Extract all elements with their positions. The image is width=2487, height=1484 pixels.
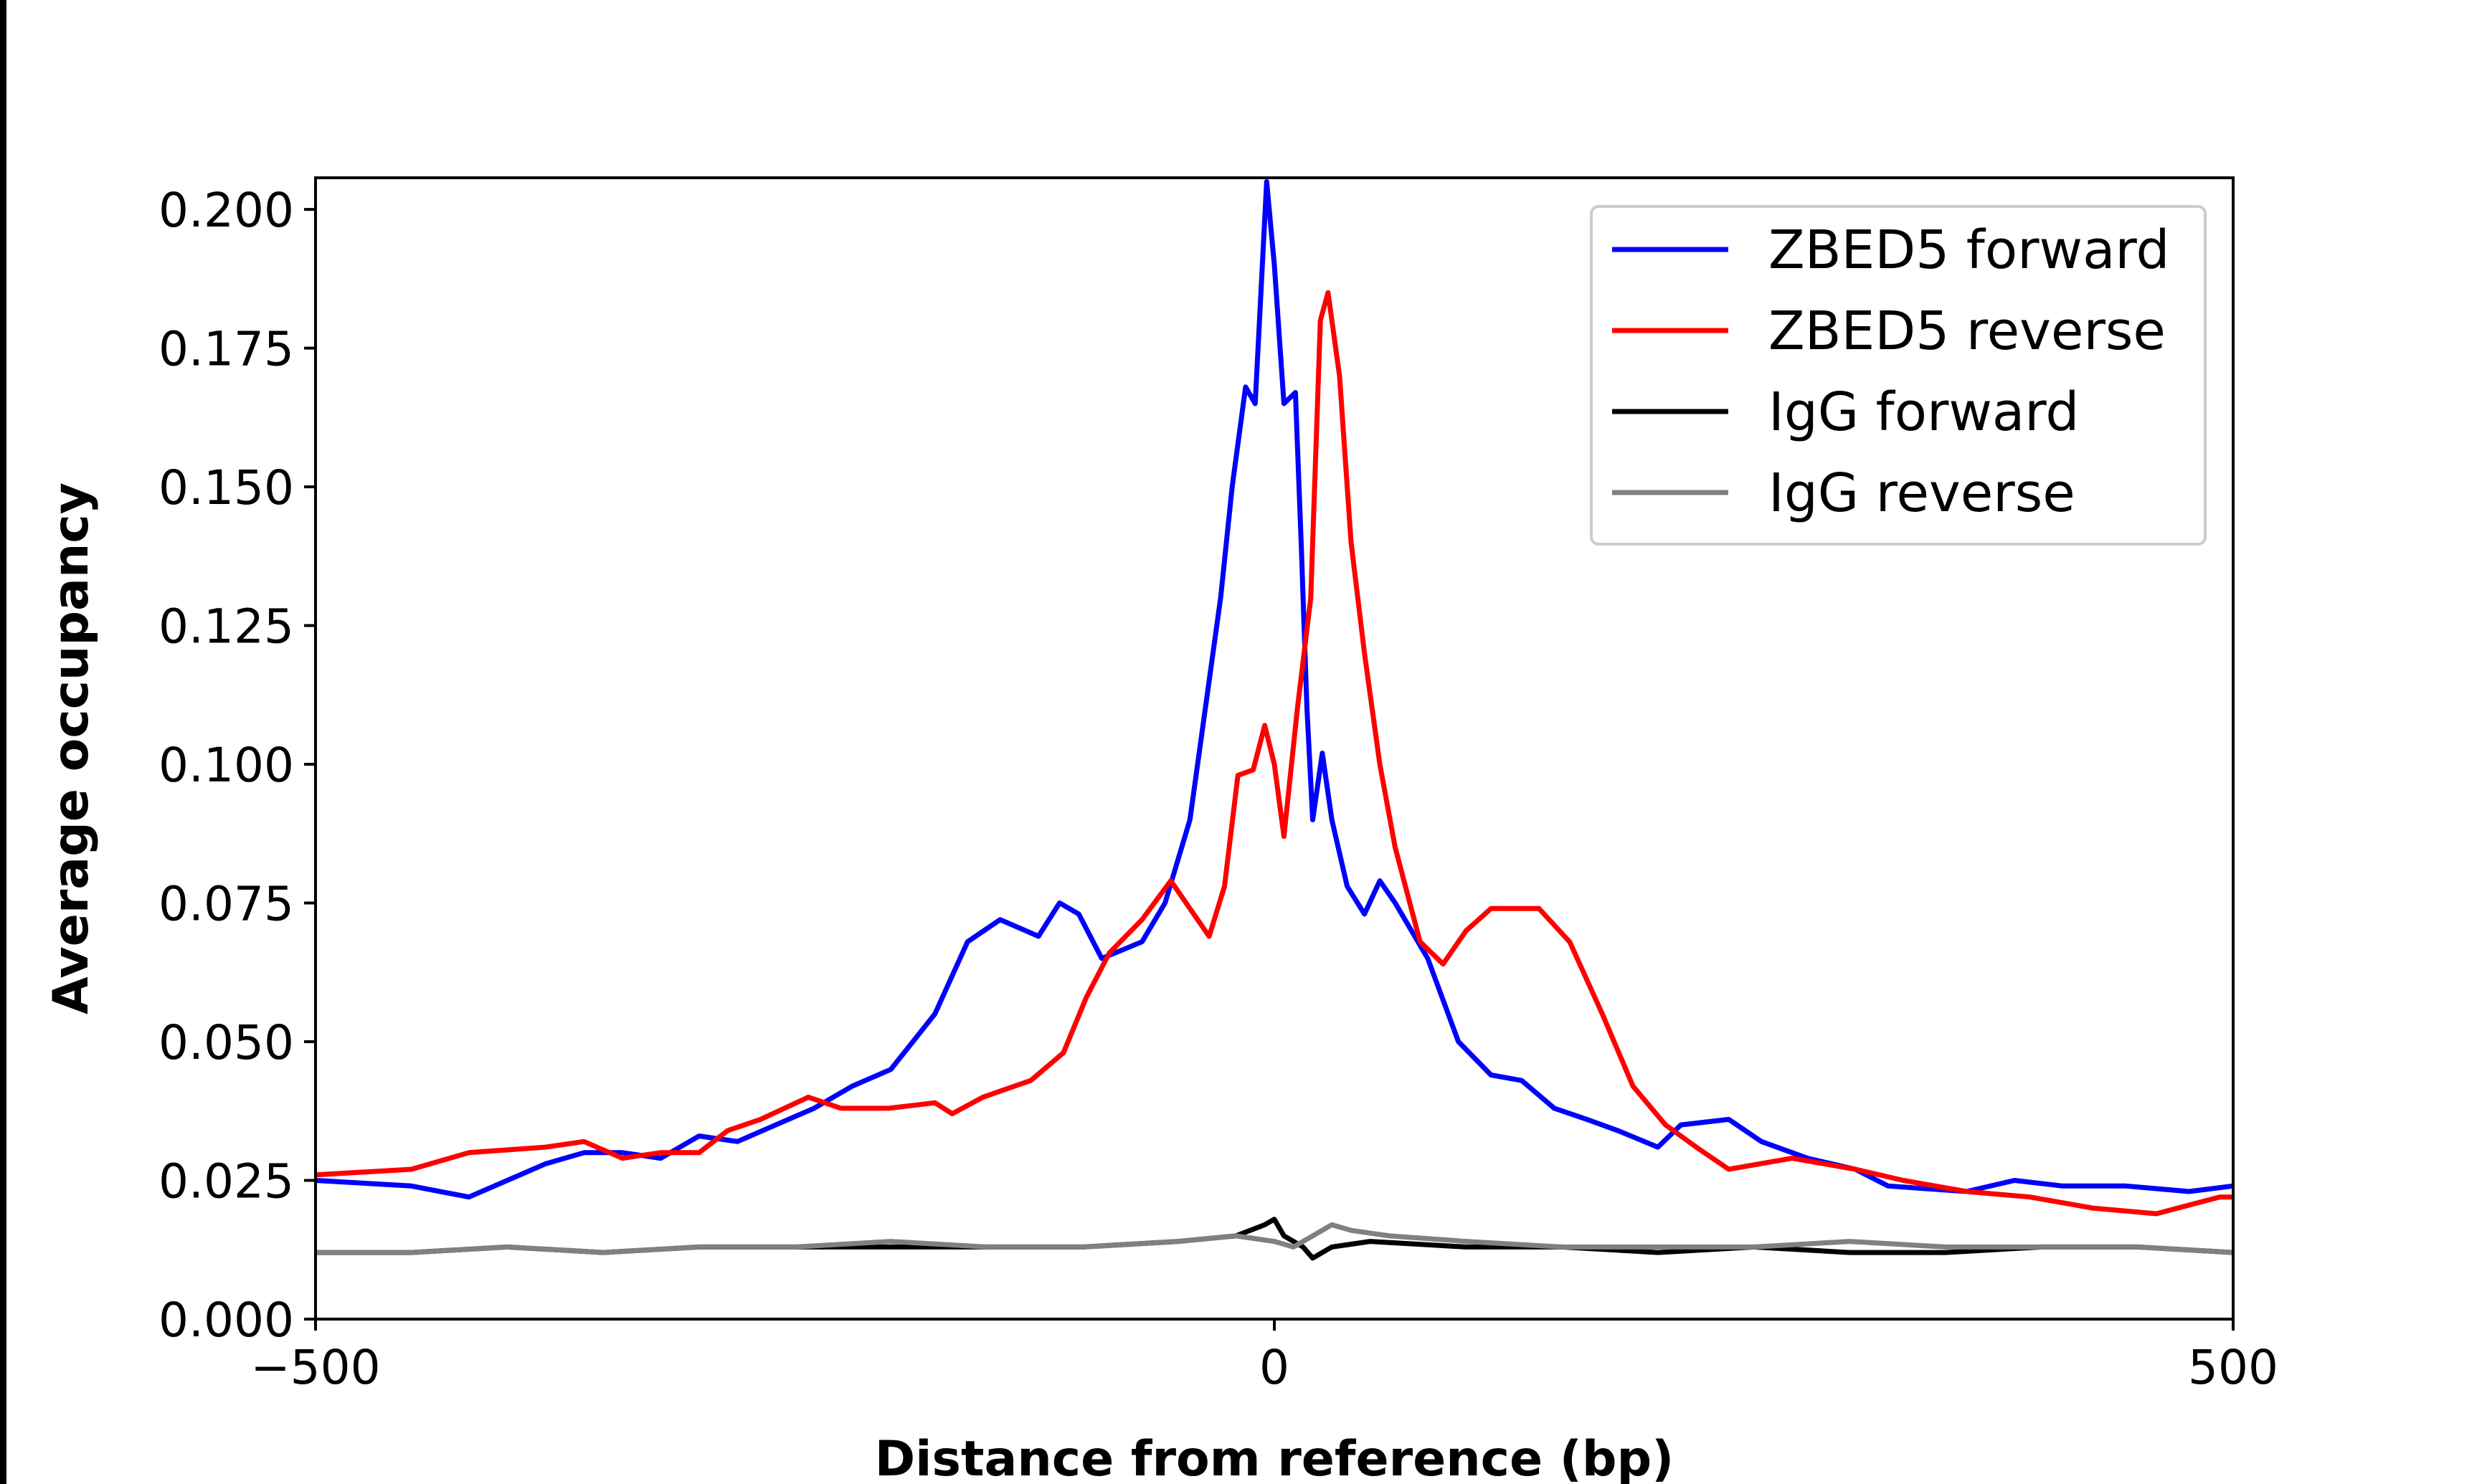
legend-label: IgG reverse xyxy=(1768,462,2075,524)
y-tick-label: 0.075 xyxy=(158,877,294,932)
y-tick-label: 0.175 xyxy=(158,322,294,377)
series-line-zbed5-reverse xyxy=(315,290,2233,1217)
x-tick-label: −500 xyxy=(250,1340,380,1395)
legend: ZBED5 forward ZBED5 reverse IgG forward IgG… xyxy=(1590,205,2207,546)
series-line-igg-reverse xyxy=(316,1222,2234,1255)
legend-box xyxy=(1590,205,2207,546)
legend-entry: ZBED5 reverse xyxy=(1612,300,2166,362)
y-tick-label: 0.000 xyxy=(158,1293,294,1348)
legend-entry: IgG forward xyxy=(1612,381,2079,443)
x-tick-label: 500 xyxy=(2188,1340,2278,1395)
x-tick-label: 0 xyxy=(1259,1340,1289,1395)
series-layer xyxy=(315,179,2234,1261)
y-axis-label: Average occupancy xyxy=(43,482,100,1014)
y-tick-label: 0.200 xyxy=(158,183,294,238)
ticks-layer: −500 0 500 0.000 0.025 0.050 0.075 0.100 0.125 0.… xyxy=(158,183,2278,1395)
legend-entry: IgG reverse xyxy=(1612,462,2075,524)
y-tick-label: 0.050 xyxy=(158,1015,294,1070)
y-tick-label: 0.100 xyxy=(158,738,294,793)
y-tick-label: 0.150 xyxy=(158,460,294,515)
legend-label: ZBED5 forward xyxy=(1768,219,2170,281)
y-tick-label: 0.025 xyxy=(158,1154,294,1209)
left-border xyxy=(0,0,6,1484)
legend-label: ZBED5 reverse xyxy=(1768,300,2166,362)
legend-entry: ZBED5 forward xyxy=(1612,219,2170,281)
x-axis-label: Distance from reference (bp) xyxy=(875,1431,1674,1484)
y-tick-label: 0.125 xyxy=(158,599,294,655)
series-line-zbed5-forward xyxy=(315,179,2234,1200)
legend-label: IgG forward xyxy=(1768,381,2079,443)
